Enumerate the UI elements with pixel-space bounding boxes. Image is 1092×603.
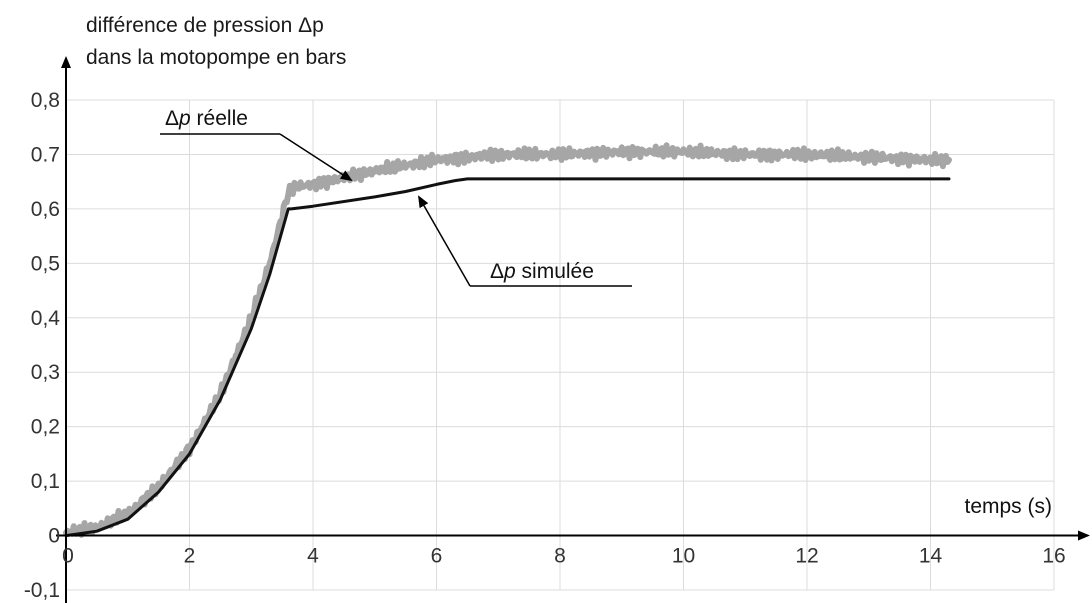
y-tick-label: -0,1 [24,579,60,602]
axes [56,56,1090,603]
y-tick-label: 0,2 [31,416,60,439]
x-tick-label: 6 [431,545,443,568]
x-tick-label: 4 [307,545,319,568]
y-tick-label: 0,3 [31,361,60,384]
x-tick-label: 10 [672,545,695,568]
y-tick-label: 0,1 [31,470,60,493]
series-reelle-line [63,142,952,538]
annotations: Δp réelle Δp simulée [160,107,632,287]
x-tick-label: 12 [795,545,818,568]
x-tick-label: 2 [184,545,196,568]
series-group [63,142,952,538]
tick-labels: 0,80.70,60,50,40,30,20,10-0,10 2 4 6 8 10 12 14… [24,89,1066,602]
y-tick-label: 0.7 [31,143,60,166]
x-tick-label: 8 [554,545,566,568]
y-tick-label: 0,4 [31,307,61,330]
x-tick-label: 14 [919,545,943,568]
y-tick-label: 0,6 [31,198,60,221]
y-tick-label: 0,8 [31,89,60,112]
annotation-reelle-label: Δp réelle [165,107,248,130]
x-tick-label: 0 [62,545,74,568]
y-tick-label: 0 [48,525,60,548]
annotation-arrow [418,195,471,287]
y-tick-label: 0,5 [31,252,60,275]
x-tick-label: 16 [1042,545,1065,568]
annotation-simulee-label: Δp simulée [490,260,594,283]
series-simulee-line [64,177,951,538]
y-axis-label-line2: dans la motopompe en bars [86,46,347,69]
annotation-arrow [279,133,353,182]
x-axis-label: temps (s) [964,495,1052,518]
y-axis-label-line1: différence de pression Δp [86,14,324,37]
grid [66,99,1055,591]
